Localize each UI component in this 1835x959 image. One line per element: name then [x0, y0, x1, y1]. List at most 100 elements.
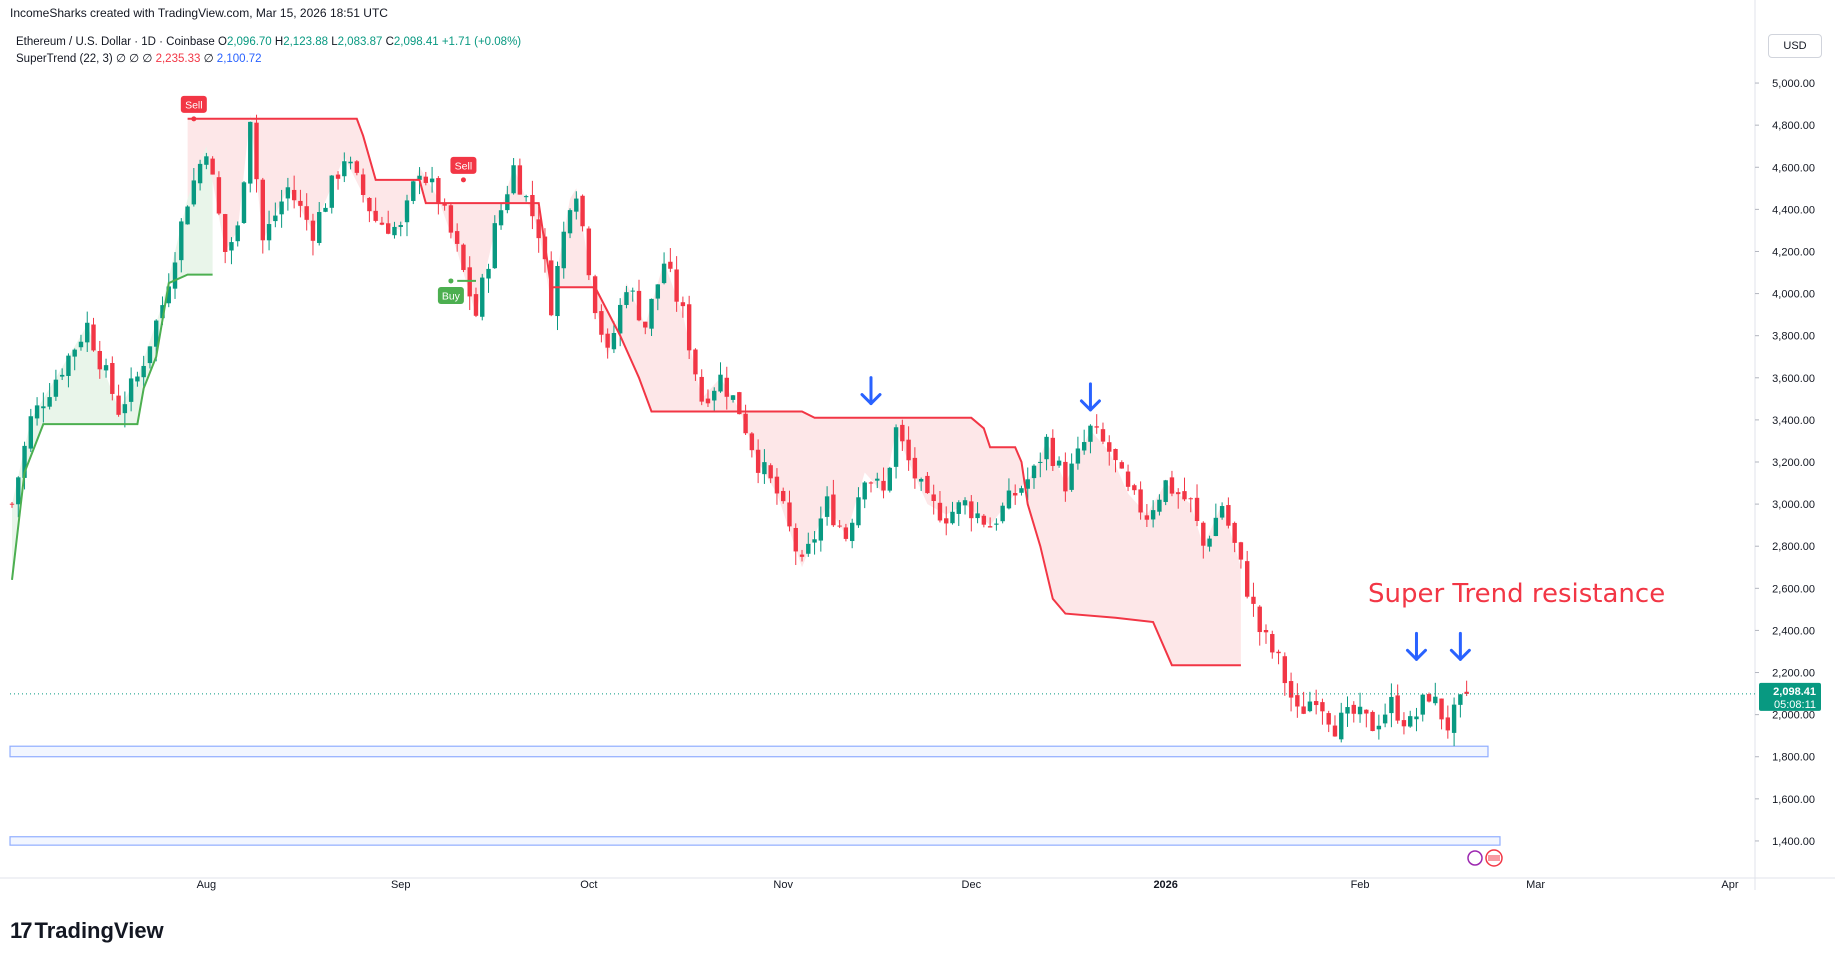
candle-body: [1176, 492, 1181, 495]
indicator-row: SuperTrend (22, 3) ∅ ∅ ∅ 2,235.33 ∅ 2,10…: [16, 51, 521, 68]
candle: [354, 160, 360, 176]
candle: [47, 383, 52, 410]
candle-body: [555, 265, 560, 317]
candle: [260, 177, 265, 254]
candle-body: [1426, 694, 1432, 702]
candle: [348, 156, 353, 170]
candle: [931, 484, 936, 515]
candle: [28, 408, 34, 453]
y-tick-label: 1,600.00: [1772, 794, 1815, 806]
candle-body: [686, 304, 692, 351]
x-tick-label: Aug: [197, 879, 217, 891]
candle: [423, 171, 429, 186]
candle-body: [799, 554, 805, 557]
candle-body: [141, 365, 146, 378]
candle: [1038, 452, 1043, 478]
candle-body: [285, 187, 291, 199]
buy-signal-dot: [448, 278, 454, 284]
candle-body: [72, 349, 77, 357]
candle-body: [887, 467, 892, 491]
candle: [918, 477, 924, 491]
candle-body: [1445, 717, 1451, 731]
y-tick-label: 3,200.00: [1772, 457, 1815, 469]
candle-body: [1069, 463, 1074, 490]
candle: [291, 175, 297, 209]
candle: [536, 206, 541, 253]
candle: [1307, 691, 1313, 713]
indicator-name[interactable]: SuperTrend (22, 3): [16, 53, 113, 65]
candle: [730, 394, 736, 403]
candle-body: [498, 210, 504, 226]
candle: [266, 210, 272, 251]
candle: [674, 256, 679, 312]
candle-body: [486, 268, 491, 279]
buy-signal: Buy: [442, 290, 461, 302]
candle: [1144, 504, 1150, 528]
down-arrow-icon: [860, 376, 882, 406]
candle: [1050, 429, 1056, 471]
tradingview-logo[interactable]: 17 TradingView: [10, 918, 164, 944]
candle-body: [492, 223, 497, 269]
candle: [511, 158, 516, 195]
support-zone-2: [9, 836, 1501, 846]
candle: [1044, 434, 1049, 471]
candle-body: [298, 200, 303, 206]
candle-body: [1157, 499, 1162, 512]
candle: [179, 218, 184, 273]
candle: [59, 368, 65, 381]
candle-body: [536, 219, 541, 239]
candle-body: [1451, 704, 1457, 733]
candle-body: [373, 210, 378, 221]
candle-body: [944, 518, 949, 524]
candle: [956, 500, 961, 526]
candle: [85, 311, 90, 352]
candle: [862, 481, 867, 509]
candle-body: [517, 165, 523, 195]
candle-body: [1031, 465, 1037, 479]
symbol-label[interactable]: Ethereum / U.S. Dollar · 1D · Coinbase: [16, 36, 215, 48]
candle: [135, 371, 140, 387]
candle-body: [1113, 449, 1118, 461]
candle-body: [1401, 720, 1407, 727]
candle: [1138, 481, 1143, 520]
candle: [1313, 689, 1319, 715]
candle-body: [442, 203, 447, 206]
candle-body: [1125, 471, 1131, 487]
indicator-dot: ∅: [203, 53, 214, 65]
candle: [774, 468, 780, 505]
candle-body: [91, 324, 96, 351]
candle-body: [1150, 510, 1156, 520]
candle-body: [574, 198, 579, 212]
currency-button[interactable]: USD: [1768, 34, 1822, 58]
candle-body: [348, 161, 353, 164]
candle-body: [774, 476, 780, 494]
candle: [812, 531, 817, 555]
candle: [360, 168, 366, 203]
candle-body: [423, 176, 429, 183]
x-tick-label: Apr: [1721, 879, 1738, 891]
candle-body: [1019, 488, 1024, 493]
candle: [1100, 422, 1106, 445]
price-tag-countdown: 05:08:11: [1774, 699, 1816, 711]
candle: [781, 487, 786, 504]
y-tick-label: 2,800.00: [1772, 541, 1815, 553]
candle-body: [1251, 596, 1256, 604]
candle: [1238, 541, 1244, 569]
x-tick-label: Feb: [1351, 879, 1370, 891]
candle-body: [147, 346, 153, 364]
ohlc-row: Ethereum / U.S. Dollar · 1D · Coinbase O…: [16, 34, 521, 51]
candle-body: [1320, 702, 1325, 712]
candle: [1075, 436, 1081, 470]
candle: [887, 466, 892, 493]
candle: [1063, 452, 1068, 502]
candle-body: [987, 526, 993, 528]
y-tick-label: 3,400.00: [1772, 415, 1815, 427]
candle: [1031, 464, 1037, 489]
y-tick-label: 1,400.00: [1772, 836, 1815, 848]
y-tick-label: 4,400.00: [1772, 204, 1815, 216]
close-value: 2,098.41: [393, 36, 439, 48]
high-value: 2,123.88: [283, 36, 328, 48]
candle: [166, 273, 171, 308]
candle: [1357, 692, 1363, 723]
